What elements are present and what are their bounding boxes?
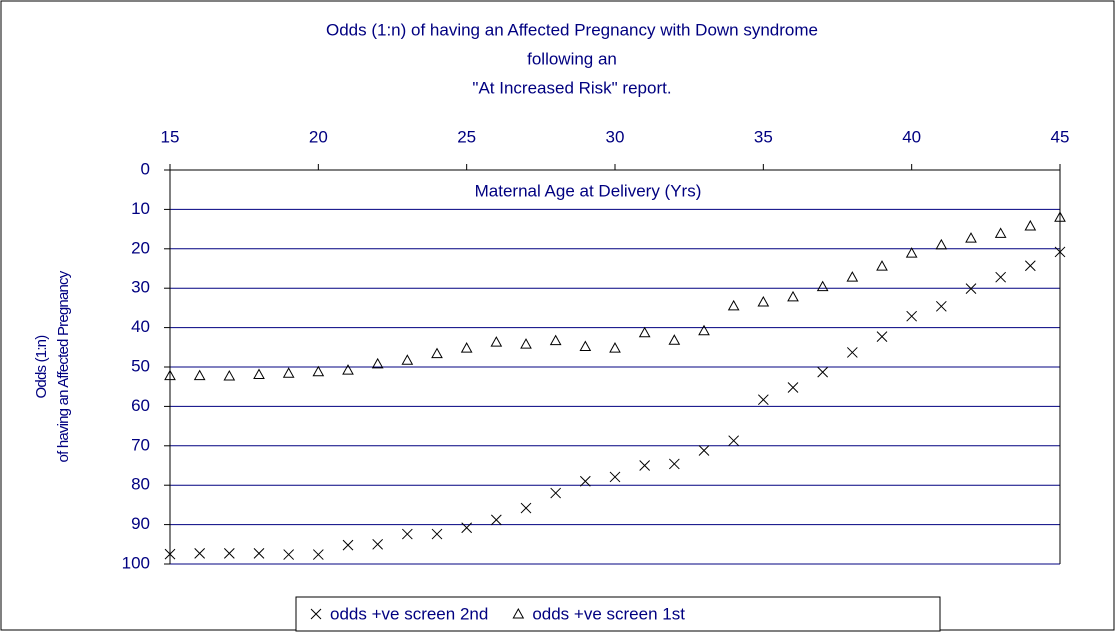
chart-title: following an — [527, 49, 617, 68]
marker — [668, 334, 681, 345]
legend-box — [295, 596, 941, 632]
marker — [846, 271, 859, 282]
marker — [727, 299, 740, 311]
marker — [431, 528, 443, 540]
marker — [310, 608, 322, 620]
marker — [253, 368, 265, 379]
y-tick-label: 20 — [131, 238, 150, 257]
x-tick-label: 20 — [309, 127, 328, 146]
y-tick-label: 0 — [141, 159, 150, 178]
marker — [1024, 219, 1037, 231]
marker — [609, 342, 621, 353]
marker — [520, 502, 532, 514]
marker — [164, 548, 176, 560]
y-tick-label: 80 — [131, 475, 150, 494]
marker — [579, 340, 592, 352]
marker — [698, 445, 710, 456]
y-tick-label: 100 — [122, 553, 150, 572]
marker — [905, 247, 918, 258]
marker — [223, 370, 236, 381]
y-tick-label: 40 — [131, 317, 150, 336]
marker — [372, 538, 384, 550]
marker — [461, 522, 473, 534]
x-tick-label: 25 — [457, 127, 476, 146]
y-tick-label: 10 — [131, 199, 150, 218]
marker — [194, 548, 206, 559]
marker — [550, 487, 562, 499]
marker — [816, 280, 829, 292]
marker — [283, 549, 295, 560]
marker — [193, 369, 206, 381]
marker — [460, 342, 473, 353]
marker — [609, 471, 621, 483]
marker — [1024, 260, 1036, 272]
marker — [490, 336, 503, 347]
marker — [223, 548, 235, 559]
marker — [312, 365, 325, 377]
y-tick-label: 50 — [131, 356, 150, 375]
x-tick-label: 30 — [606, 127, 625, 146]
marker — [431, 347, 443, 359]
y-axis-label: Odds (1:n) — [33, 335, 50, 399]
marker — [757, 295, 770, 307]
marker — [1054, 246, 1066, 258]
y-tick-label: 90 — [131, 514, 150, 533]
marker — [994, 227, 1007, 238]
x-tick-label: 45 — [1051, 127, 1070, 146]
marker — [876, 260, 888, 271]
x-tick-label: 15 — [161, 127, 180, 146]
marker — [787, 290, 799, 302]
marker — [549, 334, 562, 346]
marker — [520, 338, 532, 349]
marker — [1054, 211, 1066, 222]
y-tick-label: 60 — [131, 396, 150, 415]
marker — [579, 475, 591, 487]
marker — [935, 300, 947, 312]
y-axis-label: of having an Affected Pregnancy — [55, 270, 72, 462]
marker — [906, 310, 918, 322]
marker — [371, 357, 384, 369]
legend-label: odds +ve screen 2nd — [330, 604, 488, 623]
marker — [698, 324, 710, 336]
legend-label: odds +ve screen 1st — [532, 604, 685, 623]
marker — [490, 514, 502, 526]
marker — [401, 354, 414, 365]
marker — [965, 283, 977, 294]
marker — [253, 548, 265, 559]
y-tick-label: 30 — [131, 278, 150, 297]
marker — [728, 435, 740, 447]
marker — [757, 394, 769, 406]
marker — [995, 271, 1007, 283]
marker — [817, 366, 829, 378]
marker — [638, 326, 651, 338]
x-tick-label: 35 — [754, 127, 773, 146]
marker — [164, 369, 176, 381]
marker — [342, 364, 354, 375]
x-axis-label: Maternal Age at Delivery (Yrs) — [475, 181, 702, 200]
marker — [965, 232, 977, 243]
marker — [846, 347, 858, 358]
chart-title: "At Increased Risk" report. — [472, 78, 671, 97]
marker — [935, 238, 948, 250]
marker — [512, 607, 525, 619]
chart-title: Odds (1:n) of having an Affected Pregnan… — [326, 20, 818, 39]
x-tick-label: 40 — [902, 127, 921, 146]
marker — [401, 528, 413, 540]
marker — [787, 382, 799, 393]
marker — [282, 367, 295, 378]
marker — [342, 539, 354, 551]
marker — [312, 549, 324, 560]
marker — [639, 460, 651, 471]
marker — [668, 458, 680, 470]
marker — [876, 331, 888, 343]
y-tick-label: 70 — [131, 435, 150, 454]
